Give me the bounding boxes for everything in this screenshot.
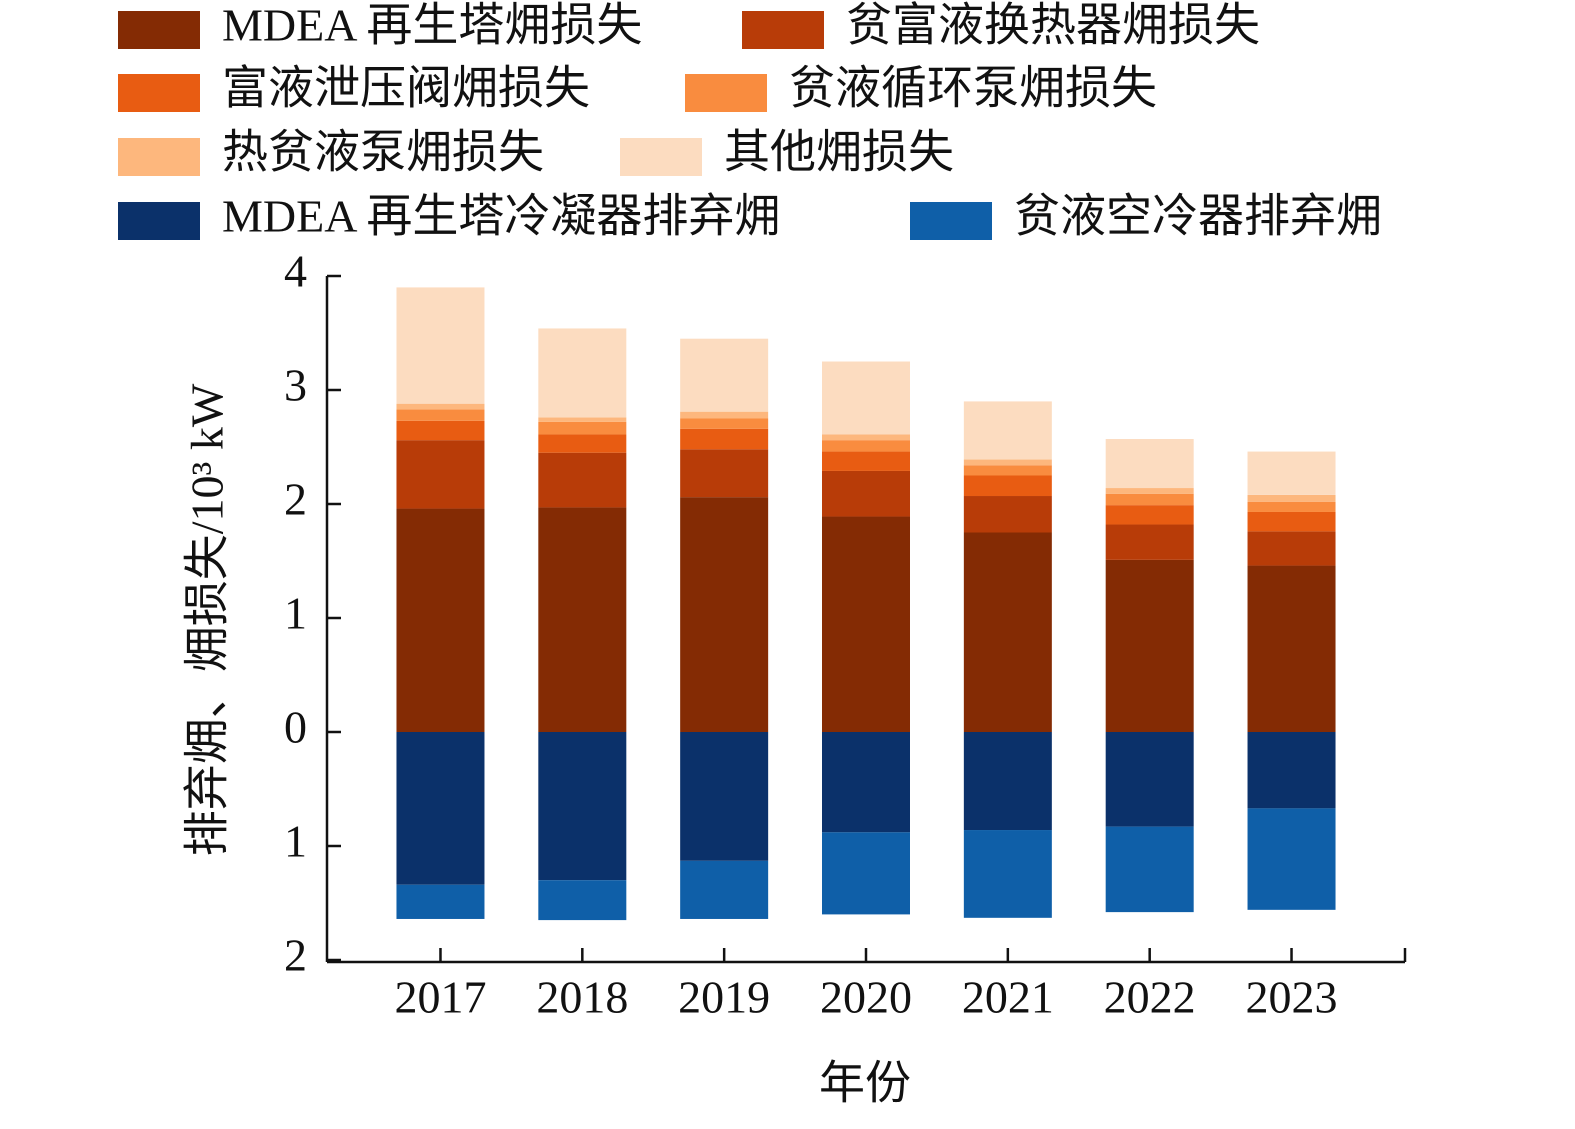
legend-swatch	[118, 74, 200, 112]
bar-segment	[538, 421, 627, 435]
bar-segment	[396, 420, 485, 441]
legend-label: 贫富液换热器㶲损失	[846, 0, 1260, 51]
bar-segment	[1105, 439, 1194, 489]
legend-swatch	[685, 74, 767, 112]
bar-segment	[963, 459, 1052, 466]
bar-segment	[538, 452, 627, 508]
legend-label: MDEA 再生塔冷凝器排弃㶲	[222, 191, 780, 242]
bar-segment	[680, 497, 769, 732]
bar-segment	[1105, 826, 1194, 913]
bar-segment	[1247, 732, 1336, 809]
x-tick-label: 2017	[394, 972, 486, 1023]
bar-segment	[680, 732, 769, 861]
bar-segment	[963, 496, 1052, 533]
bar-segment	[1105, 493, 1194, 506]
bar-segment	[396, 409, 485, 421]
bar-segment	[1105, 732, 1194, 827]
bar-segment	[538, 732, 627, 881]
legend-label: 其他㶲损失	[724, 127, 954, 178]
bar-segment	[396, 287, 485, 404]
bar-segment	[680, 338, 769, 412]
bar-segment	[822, 832, 910, 915]
bar-segment	[963, 401, 1052, 460]
bar-segment	[396, 403, 485, 410]
bar-segment	[538, 417, 627, 422]
y-tick-label: 4	[284, 246, 307, 297]
bar-segment	[963, 830, 1052, 918]
legend-swatch	[910, 202, 992, 240]
y-tick-label: 1	[284, 588, 307, 639]
y-tick-label: 2	[284, 930, 307, 981]
bar-segment	[1247, 494, 1336, 502]
x-tick-label: 2022	[1104, 972, 1196, 1023]
bar-segment	[538, 434, 627, 453]
y-axis-title: 排弃㶲、㶲损失/10³ kW	[182, 383, 233, 856]
bar-segment	[680, 860, 769, 919]
x-axis-title: 年份	[819, 1058, 911, 1109]
bar-segment	[963, 465, 1052, 476]
y-tick-label: 0	[284, 702, 307, 753]
y-tick-label: 3	[284, 360, 307, 411]
legend-label: 热贫液泵㶲损失	[222, 127, 544, 178]
bar-segment	[396, 732, 485, 885]
bar-segment	[963, 532, 1052, 732]
bar-segment	[680, 411, 769, 419]
bar-segment	[822, 434, 910, 441]
bar-segment	[396, 440, 485, 509]
bar-segment	[538, 880, 627, 921]
x-tick-label: 2020	[820, 972, 912, 1023]
bar-segment	[680, 418, 769, 429]
bar-segment	[1247, 531, 1336, 566]
bar-segment	[1247, 511, 1336, 532]
legend-swatch	[118, 138, 200, 176]
legend-swatch	[118, 11, 200, 49]
bar-segment	[538, 507, 627, 732]
legend-label: 贫液循环泵㶲损失	[789, 63, 1157, 114]
bar-segment	[822, 470, 910, 517]
bar-segment	[963, 732, 1052, 831]
bar-segment	[1105, 488, 1194, 494]
bar-segment	[396, 508, 485, 732]
bar-segment	[822, 516, 910, 732]
bar-segment	[1247, 451, 1336, 495]
legend-label: MDEA 再生塔㶲损失	[222, 0, 642, 51]
bar-segment	[538, 328, 627, 418]
bar-segment	[1247, 565, 1336, 732]
bar-segment	[680, 449, 769, 498]
x-tick-label: 2019	[678, 972, 770, 1023]
legend-swatch	[742, 11, 824, 49]
y-tick-label: 2	[284, 474, 307, 525]
legend-label: 富液泄压阀㶲损失	[222, 63, 590, 114]
bar-segment	[1105, 505, 1194, 525]
bar-segment	[680, 428, 769, 450]
legend-swatch	[620, 138, 702, 176]
x-tick-label: 2023	[1246, 972, 1338, 1023]
bar-segment	[1105, 524, 1194, 560]
legend-swatch	[118, 202, 200, 240]
bar-segment	[1247, 808, 1336, 910]
x-tick-label: 2021	[962, 972, 1054, 1023]
y-tick-label: 1	[284, 816, 307, 867]
bar-segment	[822, 440, 910, 452]
x-tick-label: 2018	[536, 972, 628, 1023]
bar-segment	[963, 475, 1052, 497]
legend-label: 贫液空冷器排弃㶲	[1014, 191, 1382, 242]
bar-segment	[822, 732, 910, 833]
bar-segment	[396, 884, 485, 919]
bar-segment	[1247, 501, 1336, 512]
bar-segment	[1105, 559, 1194, 732]
bar-segment	[822, 451, 910, 471]
bar-segment	[822, 361, 910, 435]
